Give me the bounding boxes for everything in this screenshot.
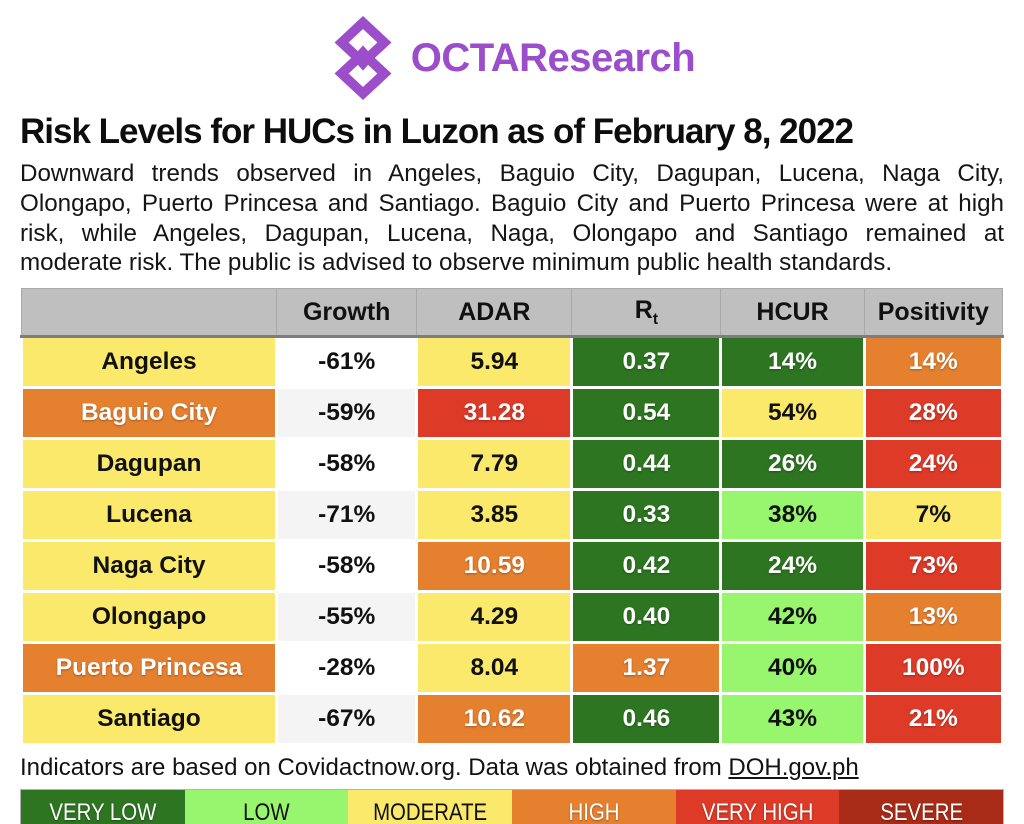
- table-row: Angeles -61% 5.94 0.37 14% 14%: [19, 335, 1005, 390]
- table-row: Lucena -71% 3.85 0.33 38% 7%: [19, 488, 1005, 543]
- legend-item-very_low: VERY LOW: [21, 790, 185, 824]
- table-cell: 14%: [719, 335, 866, 390]
- table-cell: 28%: [862, 386, 1005, 441]
- table-cell: 0.37: [570, 335, 723, 390]
- column-header: Rt: [571, 288, 722, 339]
- table-cell: -71%: [275, 488, 419, 543]
- table-cell: -55%: [275, 590, 419, 645]
- table-cell: 0.40: [570, 590, 723, 645]
- risk-legend: VERY LOW LOW MODERATE HIGH VERY HIGH SEVERE: [20, 789, 1004, 824]
- table-cell: 24%: [719, 539, 866, 594]
- table-cell: 10.59: [415, 539, 574, 594]
- description-text: Downward trends observed in Angeles, Bag…: [20, 160, 1004, 277]
- table-header-row: Growth ADAR Rt HCUR Positivity: [20, 288, 1004, 339]
- footer-note: Indicators are based on Covidactnow.org.…: [20, 754, 1004, 782]
- brand-name: OCTAResearch: [410, 35, 696, 80]
- legend-item-high: HIGH: [512, 790, 676, 824]
- legend-label: SEVERE: [879, 799, 963, 824]
- table-cell: -59%: [275, 386, 419, 441]
- risk-table: Growth ADAR Rt HCUR Positivity Angeles -61% 5.…: [19, 288, 1005, 747]
- table-row: Naga City -58% 10.59 0.42 24% 73%: [19, 539, 1005, 594]
- table-cell: 8.04: [415, 641, 574, 696]
- doh-link[interactable]: DOH.gov.ph: [728, 754, 859, 782]
- row-header-city: Santiago: [19, 692, 279, 747]
- table-cell: 7%: [862, 488, 1005, 543]
- table-cell: 10.62: [415, 692, 574, 747]
- table-cell: 5.94: [415, 335, 574, 390]
- column-header: ADAR: [416, 288, 573, 339]
- table-row: Dagupan -58% 7.79 0.44 26% 24%: [19, 437, 1005, 492]
- risk-table-wrapper: Growth ADAR Rt HCUR Positivity Angeles -61% 5.…: [19, 288, 1005, 747]
- table-cell: 14%: [862, 335, 1005, 390]
- table-cell: 7.79: [415, 437, 574, 492]
- table-cell: 26%: [719, 437, 866, 492]
- table-cell: 1.37: [570, 641, 723, 696]
- table-cell: 38%: [719, 488, 866, 543]
- row-header-city: Dagupan: [19, 437, 279, 492]
- table-cell: 4.29: [415, 590, 574, 645]
- row-header-city: Naga City: [19, 539, 279, 594]
- logo-row: OCTAResearch: [0, 0, 1024, 108]
- table-cell: 21%: [862, 692, 1005, 747]
- table-row: Puerto Princesa -28% 8.04 1.37 40% 100%: [19, 641, 1005, 696]
- table-row: Olongapo -55% 4.29 0.40 42% 13%: [19, 590, 1005, 645]
- table-cell: 54%: [719, 386, 866, 441]
- legend-item-low: LOW: [184, 790, 349, 824]
- table-cell: -28%: [275, 641, 419, 696]
- table-row: Baguio City -59% 31.28 0.54 54% 28%: [19, 386, 1005, 441]
- table-row: Santiago -67% 10.62 0.46 43% 21%: [19, 692, 1005, 747]
- row-header-city: Baguio City: [19, 386, 279, 441]
- legend-item-severe: SEVERE: [839, 790, 1004, 824]
- table-cell: 0.42: [570, 539, 723, 594]
- legend-label: VERY HIGH: [701, 799, 814, 824]
- table-cell: 100%: [862, 641, 1005, 696]
- column-header: HCUR: [720, 288, 865, 339]
- table-cell: 0.44: [570, 437, 723, 492]
- table-cell: 40%: [719, 641, 866, 696]
- legend-label: MODERATE: [373, 799, 488, 824]
- table-cell: 73%: [862, 539, 1005, 594]
- table-cell: 42%: [719, 590, 866, 645]
- octa-logo-icon: [334, 15, 392, 101]
- row-header-city: Puerto Princesa: [19, 641, 279, 696]
- table-cell: 0.46: [570, 692, 723, 747]
- column-header: Positivity: [863, 288, 1004, 339]
- legend-item-moderate: MODERATE: [348, 790, 513, 824]
- table-cell: -67%: [275, 692, 419, 747]
- legend-label: VERY LOW: [49, 799, 157, 824]
- row-header-city: Angeles: [19, 335, 279, 390]
- table-cell: -58%: [275, 539, 419, 594]
- table-cell: 0.54: [570, 386, 723, 441]
- page-title: Risk Levels for HUCs in Luzon as of Febr…: [20, 112, 854, 151]
- row-header-city: Lucena: [19, 488, 279, 543]
- table-cell: 43%: [719, 692, 866, 747]
- column-header: [20, 288, 278, 339]
- row-header-city: Olongapo: [19, 590, 279, 645]
- legend-label: HIGH: [568, 799, 620, 824]
- legend-item-very_high: VERY HIGH: [675, 790, 840, 824]
- table-cell: 31.28: [415, 386, 574, 441]
- table-cell: 13%: [862, 590, 1005, 645]
- column-header: Growth: [276, 288, 418, 339]
- table-cell: 0.33: [570, 488, 723, 543]
- footer-text: Indicators are based on Covidactnow.org.…: [20, 754, 729, 782]
- table-cell: -61%: [275, 335, 419, 390]
- table-cell: -58%: [275, 437, 419, 492]
- table-cell: 3.85: [415, 488, 574, 543]
- table-cell: 24%: [862, 437, 1005, 492]
- legend-label: LOW: [243, 799, 290, 824]
